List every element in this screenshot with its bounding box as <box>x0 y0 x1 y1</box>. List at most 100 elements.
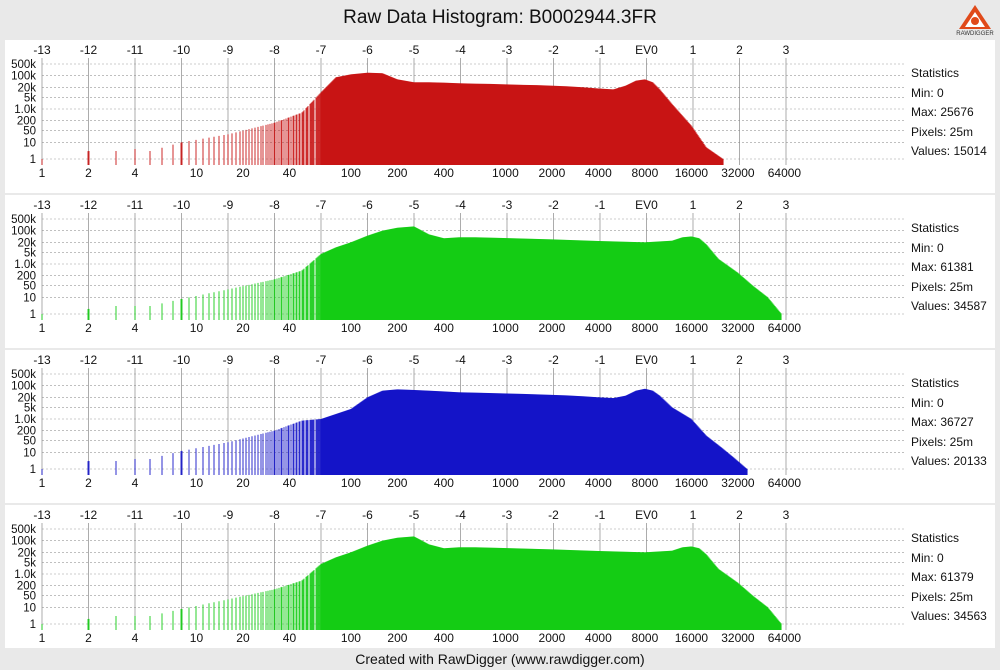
y-tick-label: 500k <box>11 369 36 381</box>
ev-tick-label: 3 <box>783 508 790 522</box>
statistics-label: Statistics <box>911 531 960 545</box>
stat-values: Values: 34563 <box>911 609 987 623</box>
ev-tick-label: -12 <box>80 43 98 57</box>
ev-tick-label: EV0 <box>635 353 658 367</box>
x-tick-label: 32000 <box>721 321 755 335</box>
stat-pixels: Pixels: 25m <box>911 589 974 604</box>
ev-tick-label: -6 <box>362 508 373 522</box>
ev-tick-label: -13 <box>33 43 51 57</box>
stat-max: Max: 25676 <box>911 105 974 119</box>
ev-tick-label: -11 <box>127 508 144 522</box>
y-tick-label: 1 <box>30 464 36 476</box>
x-tick-label: 1000 <box>492 321 519 335</box>
x-tick-label: 4000 <box>585 476 612 490</box>
footer-credit: Created with RawDigger (www.rawdigger.co… <box>355 651 645 667</box>
x-tick-label: 32000 <box>721 476 755 490</box>
ev-tick-label: 1 <box>690 43 697 57</box>
stat-pixels: Pixels: 25m <box>911 434 974 449</box>
y-tick-label: 500k <box>11 59 36 71</box>
ev-tick-label: -12 <box>80 353 98 367</box>
ev-tick-label: -13 <box>33 508 51 522</box>
x-tick-label: 400 <box>434 631 454 645</box>
y-tick-label: 20k <box>17 237 36 249</box>
y-tick-label: 500k <box>11 214 36 226</box>
stat-min: Min: 0 <box>911 550 944 565</box>
histogram-panel-blue: 500k 100k 20k 5k 1.0k 200 50 10 1 -13 -12 -11 -10 -9-… <box>5 350 995 503</box>
y-tick-label: 20k <box>17 82 36 94</box>
y-tick-label: 1 <box>30 309 36 321</box>
y-tick-label: 50 <box>23 126 36 138</box>
ev-tick-label: -4 <box>455 353 466 367</box>
ev-tick-label: -13 <box>33 353 51 367</box>
ev-tick-label: 3 <box>783 43 790 57</box>
ev-tick-label: -9 <box>223 43 234 57</box>
ev-tick-label: -11 <box>127 198 144 212</box>
histogram-panel-green2: 500k 100k 20k 5k 1.0k 200 50 10 1 -13 -12 -11 -10 -9-… <box>5 505 995 648</box>
y-tick-label: 50 <box>23 591 36 603</box>
ev-tick-label: -2 <box>548 353 559 367</box>
x-tick-label: 2 <box>85 166 92 180</box>
ev-tick-label: -7 <box>316 353 327 367</box>
ev-tick-label: 1 <box>690 198 697 212</box>
ev-tick-label: -1 <box>595 43 606 57</box>
y-tick-label: 50 <box>23 281 36 293</box>
histogram-panel-green: 500k 100k 20k 5k 1.0k 200 50 10 1 -13 -12 -11 -10 -9-… <box>5 195 995 348</box>
ev-tick-label: -7 <box>316 508 327 522</box>
statistics-label: Statistics <box>911 376 960 390</box>
x-tick-label: 40 <box>283 321 297 335</box>
y-tick-label: 20k <box>17 392 36 404</box>
x-tick-label: 2000 <box>539 321 566 335</box>
y-tick-label: 5k <box>24 247 36 259</box>
y-tick-label: 200 <box>17 581 36 593</box>
ev-tick-label: -7 <box>316 43 327 57</box>
ev-tick-label: -2 <box>548 508 559 522</box>
ev-tick-label: -4 <box>455 198 466 212</box>
x-tick-label: 1 <box>39 166 46 180</box>
x-tick-label: 8000 <box>632 166 659 180</box>
x-tick-label: 1 <box>39 631 46 645</box>
x-tick-label: 100 <box>341 321 361 335</box>
stat-min: Min: 0 <box>911 395 944 410</box>
x-tick-label: 20 <box>236 631 250 645</box>
x-tick-label: 200 <box>387 476 407 490</box>
ev-tick-label: -8 <box>269 353 280 367</box>
x-tick-label: 64000 <box>768 166 802 180</box>
y-tick-label: 10 <box>23 137 36 149</box>
y-tick-label: 100k <box>11 71 36 83</box>
y-tick-label: 1 <box>30 154 36 166</box>
y-tick-label: 10 <box>23 602 36 614</box>
x-tick-label: 40 <box>283 166 297 180</box>
x-tick-label: 40 <box>283 631 297 645</box>
svg-text:RAWDIGGER: RAWDIGGER <box>956 31 994 37</box>
y-tick-label: 5k <box>24 92 36 104</box>
stat-min: Min: 0 <box>911 240 944 255</box>
ev-tick-label: -5 <box>409 508 420 522</box>
x-tick-label: 1000 <box>492 166 519 180</box>
y-tick-label: 5k <box>24 402 36 414</box>
ev-tick-label: 3 <box>783 198 790 212</box>
x-tick-label: 1000 <box>492 631 519 645</box>
y-tick-label: 200 <box>17 426 36 438</box>
x-tick-label: 20 <box>236 321 250 335</box>
ev-tick-label: -3 <box>502 43 513 57</box>
stat-max: Max: 36727 <box>911 415 974 429</box>
ev-tick-label: -8 <box>269 43 280 57</box>
y-tick-label: 5k <box>24 557 36 569</box>
x-tick-label: 2000 <box>539 631 566 645</box>
statistics-box: Statistics Min: 0 Max: 25676 Pixels: 25m… <box>911 64 987 162</box>
x-tick-label: 4 <box>132 476 139 490</box>
y-tick-label: 500k <box>11 524 36 536</box>
ev-tick-label: -3 <box>502 353 513 367</box>
statistics-box: Statistics Min: 0 Max: 61379 Pixels: 25m… <box>911 529 987 627</box>
x-tick-label: 8000 <box>632 321 659 335</box>
x-tick-label: 1 <box>39 321 46 335</box>
x-tick-label: 10 <box>190 321 204 335</box>
y-tick-label: 200 <box>17 116 36 128</box>
stat-min: Min: 0 <box>911 85 944 100</box>
x-tick-label: 16000 <box>675 476 709 490</box>
ev-tick-label: 2 <box>736 43 743 57</box>
ev-tick-label: 1 <box>690 508 697 522</box>
x-tick-label: 2000 <box>539 166 566 180</box>
y-tick-label: 100k <box>11 536 36 548</box>
